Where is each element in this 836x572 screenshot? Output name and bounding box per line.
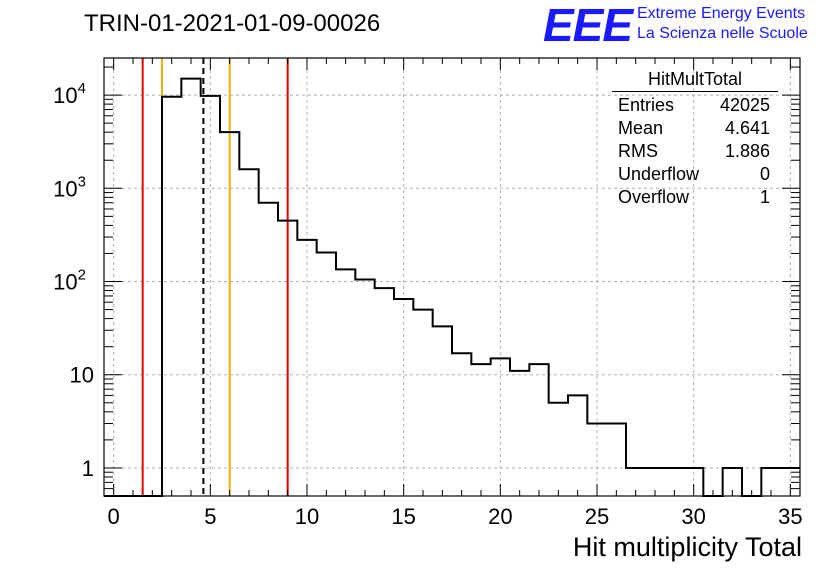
stats-box: HitMultTotal Entries 42025 Mean 4.641 RMS 1.8… — [612, 68, 778, 209]
x-tick-label: 20 — [488, 504, 512, 529]
x-tick-label: 0 — [108, 504, 120, 529]
stats-row: Mean 4.641 — [612, 117, 778, 140]
y-tick-label: 102 — [53, 267, 86, 295]
grid — [104, 58, 800, 496]
stats-row-value: 1.886 — [724, 141, 770, 161]
logo-line-2: La Scienza nelle Scuole — [637, 25, 808, 42]
x-tick-label: 25 — [585, 504, 609, 529]
stats-rows: Entries 42025 Mean 4.641 RMS 1.886 Underflow 0 O… — [612, 94, 778, 209]
stats-row: RMS 1.886 — [612, 140, 778, 163]
marker-lines — [141, 58, 289, 496]
stats-row-label: Underflow — [618, 164, 700, 184]
y-tick-label: 103 — [53, 173, 86, 201]
stats-row: Entries 42025 — [612, 94, 778, 117]
x-tick-label: 35 — [778, 504, 802, 529]
logo-caption: Extreme Energy Events La Scienza nelle S… — [637, 4, 808, 44]
y-tick-label: 1 — [82, 456, 94, 481]
stats-row-label: Mean — [618, 118, 664, 138]
stats-title: HitMultTotal — [612, 68, 778, 92]
y-tick-label: 10 — [70, 363, 94, 388]
x-tick-label: 5 — [204, 504, 216, 529]
stats-row-value: 42025 — [719, 95, 770, 115]
logo-line-1: Extreme Energy Events — [637, 5, 806, 22]
stats-row-label: RMS — [618, 141, 658, 161]
stats-row-value: 0 — [759, 164, 770, 184]
x-tick-label: 15 — [391, 504, 415, 529]
histogram-series — [104, 77, 800, 497]
stats-row-value: 4.641 — [724, 118, 770, 138]
histogram-outline — [104, 77, 800, 497]
y-tick-label: 104 — [53, 80, 86, 108]
plot-frame — [103, 57, 801, 497]
x-tick-label: 10 — [295, 504, 319, 529]
stats-row-value: 1 — [759, 187, 770, 207]
eee-logo: EEE — [543, 0, 633, 51]
x-tick-label: 30 — [681, 504, 705, 529]
stats-row: Underflow 0 — [612, 163, 778, 186]
x-axis-label: Hit multiplicity Total — [572, 532, 802, 562]
stats-row-label: Entries — [618, 95, 675, 115]
stats-row: Overflow 1 — [612, 186, 778, 209]
chart-title: TRIN-01-2021-01-09-00026 — [84, 10, 381, 37]
stats-row-label: Overflow — [618, 187, 690, 207]
